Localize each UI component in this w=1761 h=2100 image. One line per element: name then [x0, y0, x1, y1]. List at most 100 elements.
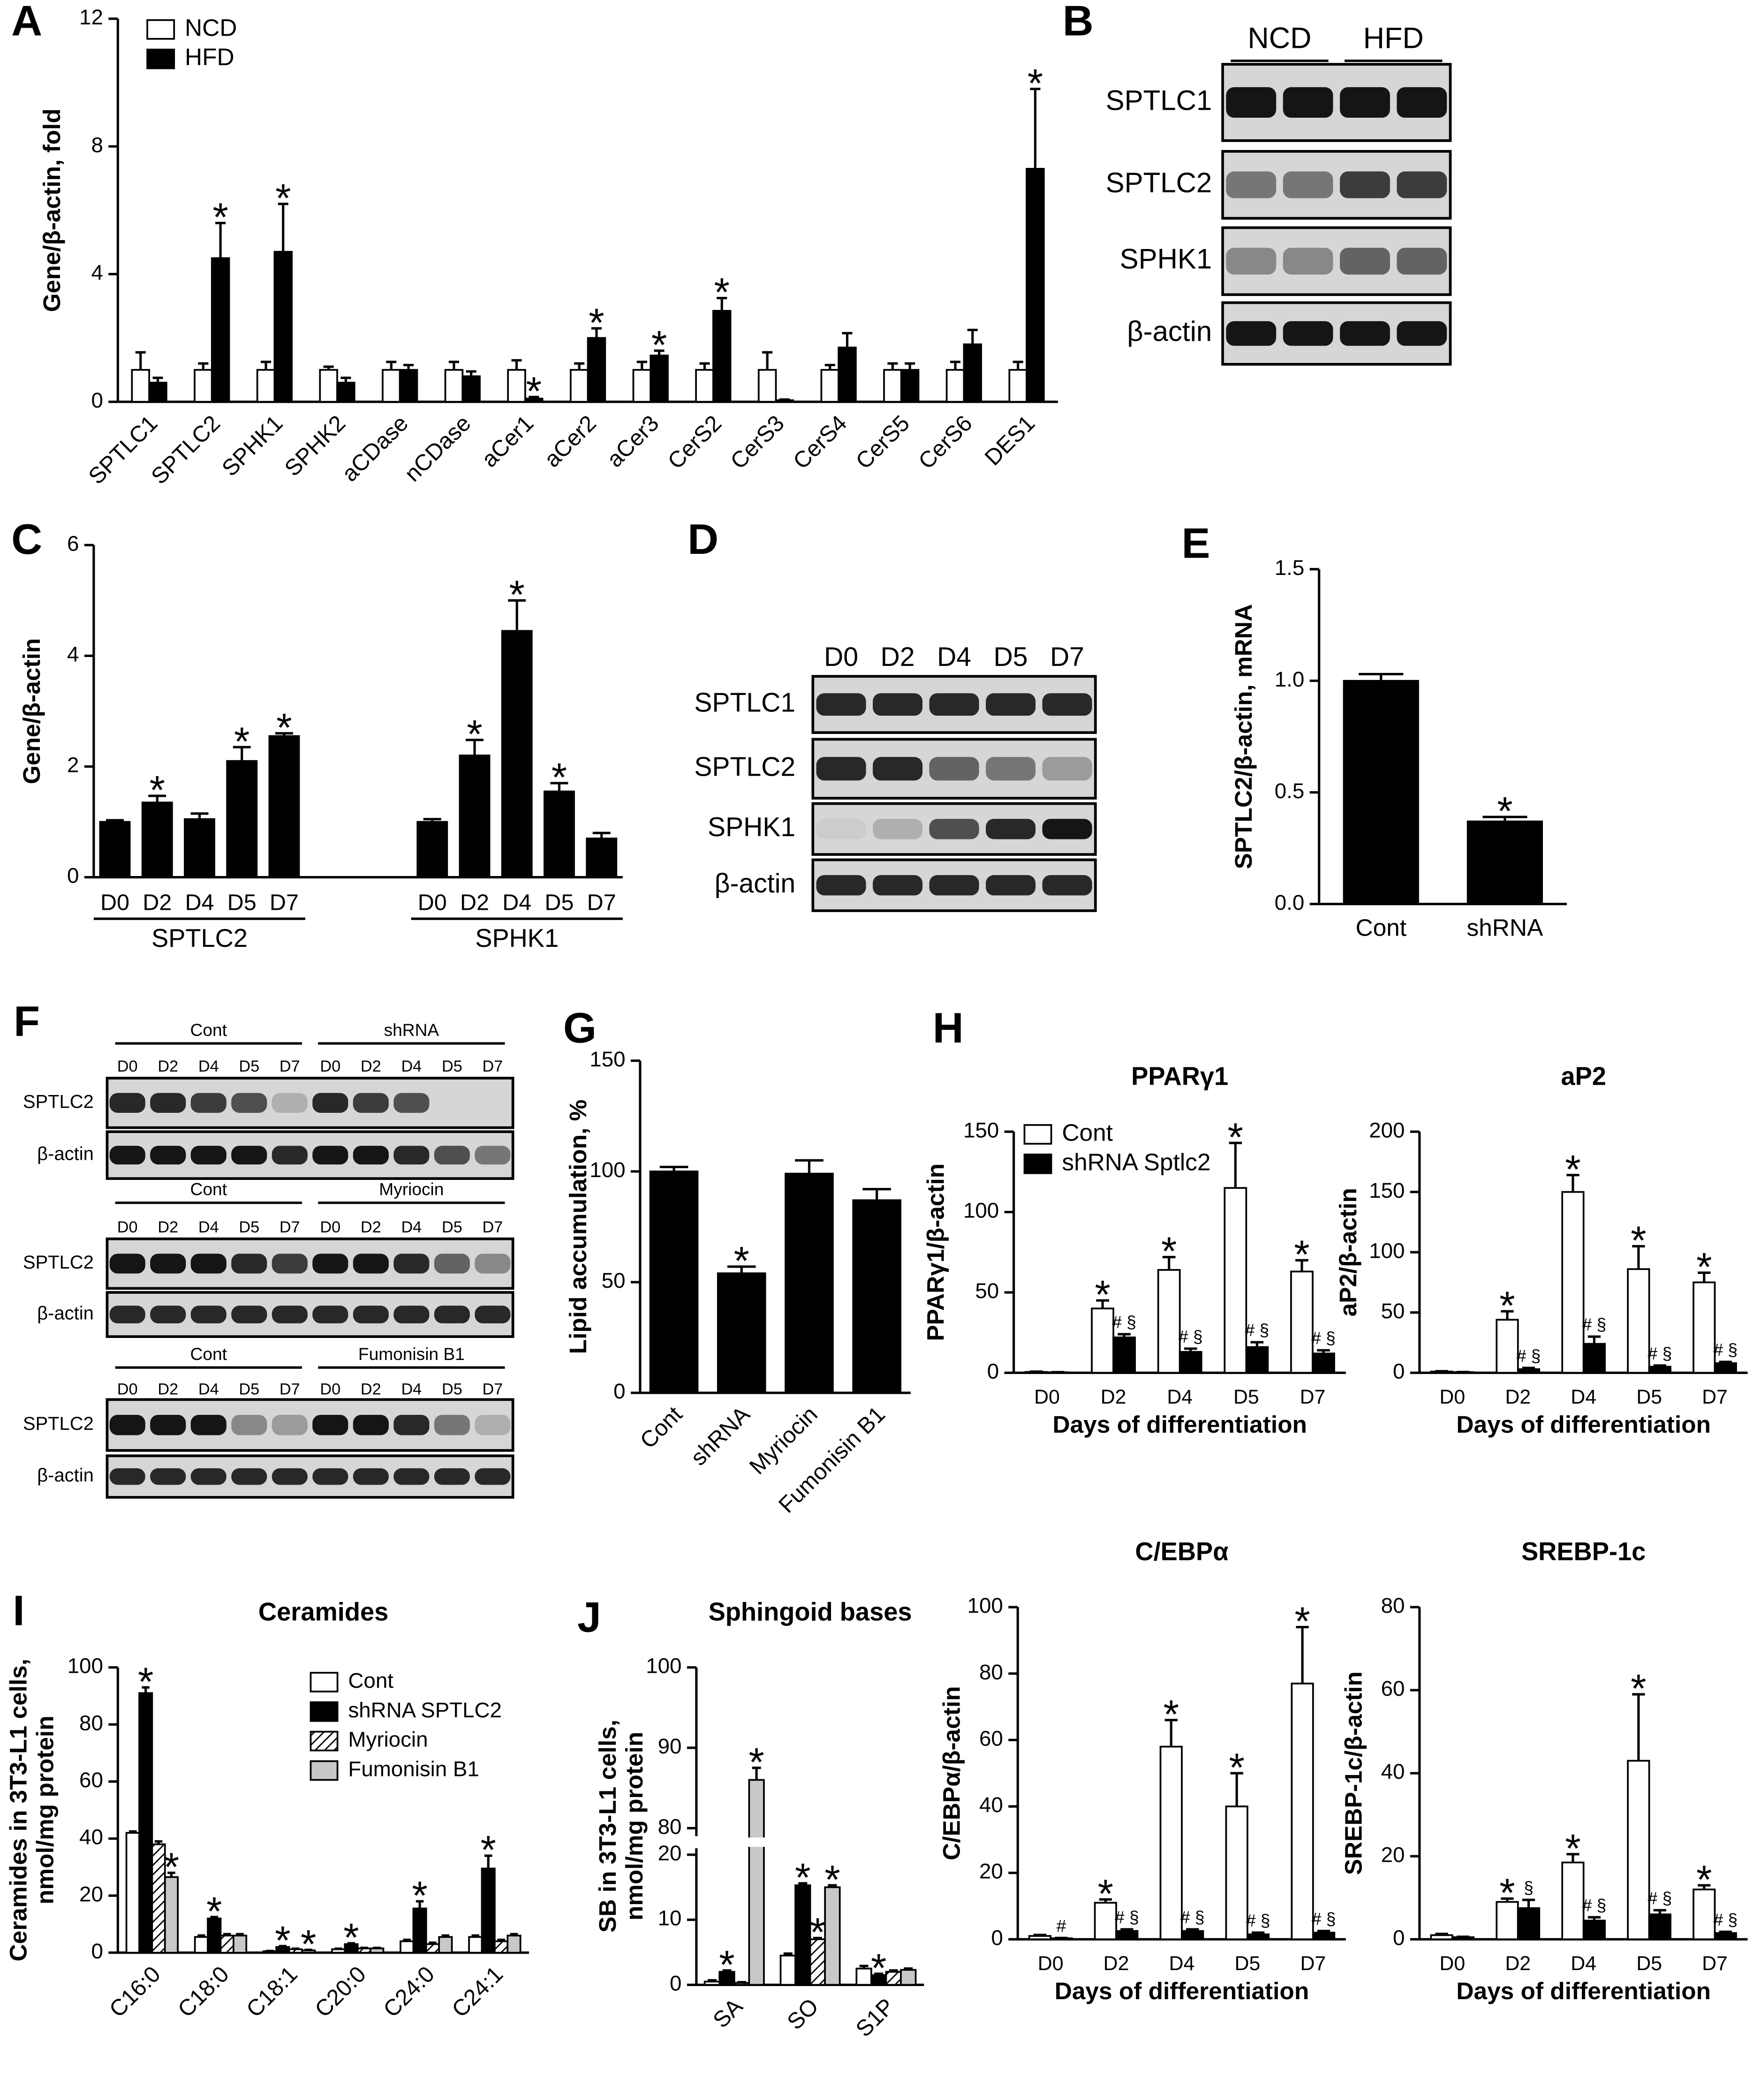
y-axis-title: aP2/β-actin [1334, 1188, 1361, 1316]
y-tick-label: 200 [1369, 1118, 1405, 1142]
blot-band [231, 1093, 267, 1113]
error-bar [795, 1159, 824, 1174]
annotation: # § [1246, 1911, 1270, 1930]
blot-band [109, 1414, 145, 1435]
annotation: * [795, 1855, 810, 1900]
legend-swatch [1023, 1124, 1052, 1145]
blot-group-label: HFD [1363, 22, 1424, 54]
y-axis-title: PPARγ1/β-actin [922, 1163, 949, 1341]
bar [438, 1936, 453, 1954]
blot-band [393, 1254, 430, 1274]
y-tick-label: 0 [991, 1926, 1003, 1949]
annotation: # § [1115, 1907, 1139, 1927]
blot-band [272, 1468, 308, 1485]
bar [219, 1934, 234, 1954]
x-tick-label: D5 [1636, 1386, 1662, 1408]
legend-label: Cont [348, 1669, 393, 1692]
annotation: # [1057, 1916, 1066, 1935]
error-bar [762, 351, 773, 370]
error-bar [1632, 1693, 1645, 1761]
legend-label: shRNA SPTLC2 [348, 1698, 502, 1722]
error-bar [275, 732, 293, 736]
y-tick-label: 40 [979, 1793, 1003, 1817]
bar [649, 1171, 699, 1394]
x-tick-label: D0 [1439, 1386, 1465, 1408]
annotation: * [552, 755, 567, 800]
y-tick-label: 12 [79, 5, 103, 29]
bar [703, 1980, 721, 1986]
error-bar [1030, 88, 1041, 169]
blot-band [109, 1306, 145, 1323]
blot-band [353, 1254, 389, 1274]
annotation: * [164, 1845, 179, 1890]
blot-band [816, 757, 866, 781]
blot-band [150, 1093, 186, 1113]
blot-band [190, 1306, 227, 1323]
error-bar [842, 332, 853, 348]
error-bar [278, 203, 288, 252]
blot-band [109, 1254, 145, 1274]
bar [468, 1936, 483, 1954]
blot-lane-label: D5 [239, 1058, 259, 1075]
blot-band [434, 1146, 470, 1165]
blot-lane-label: D7 [483, 1058, 503, 1075]
annotation: # § [1713, 1340, 1738, 1360]
y-axis-title: C/EBPα/β-actin [938, 1686, 965, 1860]
blot-band [312, 1093, 348, 1113]
y-tick-label: 50 [1381, 1299, 1405, 1323]
blot-band [873, 875, 923, 896]
y-tick-label: 50 [602, 1269, 626, 1292]
x-axis-title: Days of differentiation [1055, 1977, 1309, 2004]
error-bar [1719, 1360, 1732, 1363]
error-bar [360, 1946, 368, 1949]
x-tick-label: D2 [1101, 1386, 1126, 1408]
x-tick-label: D2 [143, 890, 172, 915]
blot-band [986, 875, 1036, 896]
bar [211, 257, 230, 403]
y-tick-label: 20 [79, 1882, 103, 1906]
bar [695, 369, 714, 403]
blot-band [272, 1306, 308, 1323]
annotation: * [276, 705, 292, 750]
bar [963, 343, 983, 403]
bar [501, 630, 533, 878]
bar [1517, 1368, 1541, 1374]
annotation: * [1696, 1245, 1712, 1290]
blot-band [929, 819, 979, 839]
y-tick-label: 150 [1369, 1178, 1405, 1202]
blot-band [873, 693, 923, 716]
error-bar [142, 1686, 150, 1693]
bar [569, 369, 589, 403]
bar [1224, 1187, 1247, 1374]
blot-band [312, 1254, 348, 1274]
x-tick-label: D7 [587, 890, 616, 915]
blot-band [150, 1468, 186, 1485]
y-tick-label: 0.0 [1275, 891, 1305, 914]
x-tick-label: Cont [1355, 914, 1406, 941]
blot-band [312, 1468, 348, 1485]
annotation: # § [1311, 1328, 1336, 1348]
annotation: * [1565, 1147, 1580, 1192]
bar [99, 821, 131, 878]
bar [184, 818, 215, 878]
error-bar [1184, 1347, 1197, 1352]
y-axis-title: SREBP-1c/β-actin [1339, 1671, 1367, 1875]
error-bar [233, 746, 251, 761]
panel-letter: E [1181, 519, 1210, 567]
panel-letter: C [11, 515, 42, 563]
blot-band [1226, 87, 1277, 118]
x-tick-label: D7 [1300, 1952, 1326, 1975]
error-bar [1295, 1259, 1308, 1272]
blot-band [1397, 87, 1447, 118]
blot-lane-label: D7 [1050, 642, 1084, 672]
error-bar [707, 1979, 717, 1982]
error-bar [717, 296, 727, 311]
error-bar [1162, 1255, 1176, 1270]
x-axis-title: Days of differentiation [1456, 1977, 1710, 2004]
error-bar [167, 1871, 175, 1877]
annotation: * [1095, 1272, 1110, 1317]
y-tick-label: 0 [670, 1971, 681, 1995]
error-bar [1719, 1930, 1732, 1934]
bar [1245, 1346, 1269, 1374]
